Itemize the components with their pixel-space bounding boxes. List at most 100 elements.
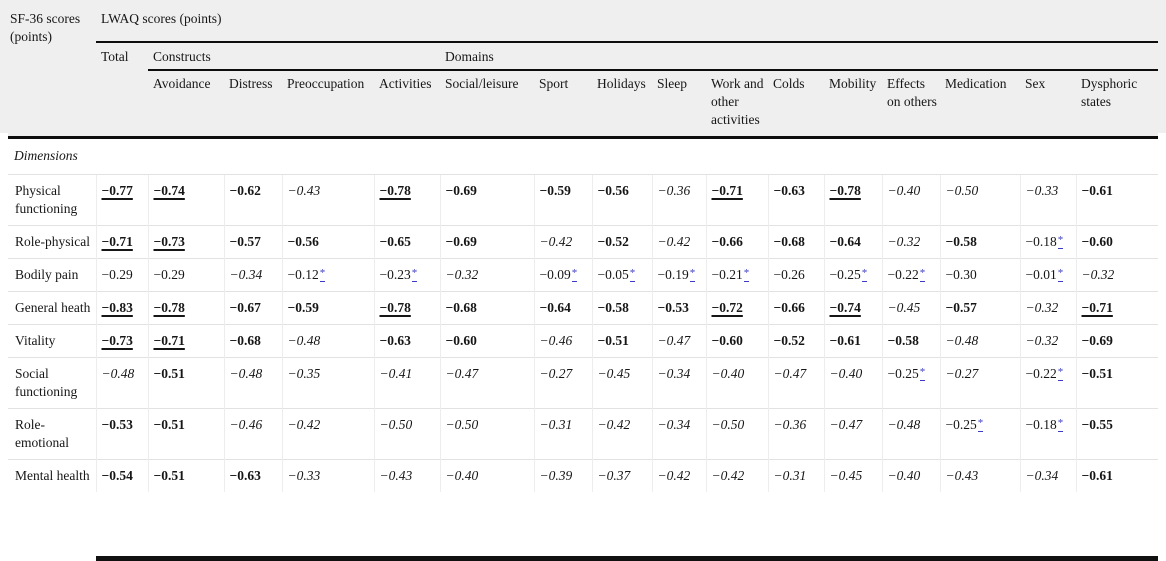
table-cell: −0.51	[147, 408, 224, 460]
column-header: Avoidance	[148, 70, 224, 139]
cell-value: −0.12	[287, 267, 319, 282]
table-cell: −0.51	[1075, 357, 1159, 409]
row-label: Social functioning	[8, 357, 96, 409]
table-cell: −0.32	[881, 225, 940, 259]
table-cell: −0.01*	[1019, 258, 1076, 292]
footnote-asterisk-link[interactable]: *	[1057, 267, 1064, 282]
table-cell: −0.34	[651, 408, 706, 460]
footnote-asterisk-link[interactable]: *	[919, 366, 926, 381]
cell-value: −0.50	[945, 183, 979, 198]
cell-value: −0.52	[773, 333, 805, 348]
table-cell: −0.60	[439, 324, 534, 358]
asterisk-icon: *	[743, 267, 750, 279]
table-cell: −0.34	[223, 258, 282, 292]
table-cell: −0.31	[533, 408, 592, 460]
footnote-asterisk-link[interactable]: *	[629, 267, 636, 282]
table-cell: −0.42	[591, 408, 652, 460]
table-cell: −0.29	[147, 258, 224, 292]
table-cell: −0.32	[1075, 258, 1159, 292]
cell-value: −0.71	[101, 234, 133, 249]
table-cell: −0.66	[767, 291, 824, 325]
footnote-asterisk-link[interactable]: *	[571, 267, 578, 282]
table-cell: −0.41	[373, 357, 440, 409]
cell-value: −0.50	[379, 417, 413, 432]
table-row: Social functioning −0.48 −0.51 −0.48 −0.35 −0…	[8, 357, 1159, 409]
footnote-asterisk-link[interactable]: *	[1057, 366, 1064, 381]
cell-value: −0.34	[229, 267, 263, 282]
cell-value: −0.46	[539, 333, 573, 348]
cell-value: −0.46	[229, 417, 263, 432]
cell-value: −0.29	[153, 267, 185, 282]
cell-value: −0.32	[1025, 333, 1059, 348]
cell-value: −0.60	[1081, 234, 1113, 249]
footnote-asterisk-link[interactable]: *	[689, 267, 696, 282]
cell-value: −0.30	[945, 267, 977, 282]
table-cell: −0.26	[767, 258, 824, 292]
cell-value: −0.25	[887, 366, 919, 381]
footnote-asterisk-link[interactable]: *	[861, 267, 868, 282]
cell-value: −0.51	[153, 468, 185, 483]
row-label: Mental health	[8, 459, 96, 492]
column-header: Preoccupation	[282, 70, 374, 139]
table-cell: −0.48	[223, 357, 282, 409]
table-cell: −0.40	[439, 459, 534, 492]
cell-value: −0.57	[945, 300, 977, 315]
cell-value: −0.42	[597, 417, 631, 432]
row-label: Role-emotional	[8, 408, 96, 460]
cell-value: −0.73	[101, 333, 133, 348]
column-header: Distress	[224, 70, 282, 139]
cell-value: −0.43	[287, 183, 321, 198]
table-cell: −0.42	[281, 408, 374, 460]
cell-value: −0.32	[1081, 267, 1115, 282]
table-cell: −0.56	[281, 225, 374, 259]
asterisk-icon: *	[1057, 417, 1064, 429]
row-label: Bodily pain	[8, 258, 96, 292]
table-cell: −0.53	[651, 291, 706, 325]
cell-value: −0.57	[229, 234, 261, 249]
cell-value: −0.59	[539, 183, 571, 198]
column-header: Work and other activities	[706, 70, 768, 139]
cell-value: −0.36	[657, 183, 691, 198]
table-cell: −0.61	[823, 324, 882, 358]
footnote-asterisk-link[interactable]: *	[977, 417, 984, 432]
table-cell: −0.34	[651, 357, 706, 409]
footnote-asterisk-link[interactable]: *	[319, 267, 326, 282]
footnote-asterisk-link[interactable]: *	[919, 267, 926, 282]
table-cell: −0.29	[95, 258, 148, 292]
table-cell: −0.12*	[281, 258, 374, 292]
table-cell: −0.63	[767, 174, 824, 226]
table-cell: −0.42	[533, 225, 592, 259]
table-row: Mental health −0.54 −0.51 −0.63 −0.33 −0.43 −0…	[8, 459, 1159, 492]
asterisk-icon: *	[919, 366, 926, 378]
table-cell: −0.66	[705, 225, 768, 259]
cell-value: −0.25	[829, 267, 861, 282]
table-cell: −0.18*	[1019, 408, 1076, 460]
footnote-asterisk-link[interactable]: *	[411, 267, 418, 282]
footnote-asterisk-link[interactable]: *	[743, 267, 750, 282]
column-header: Activities	[374, 70, 440, 139]
table-cell: −0.33	[281, 459, 374, 492]
table-cell: −0.48	[281, 324, 374, 358]
footnote-asterisk-link[interactable]: *	[1057, 417, 1064, 432]
cell-value: −0.47	[773, 366, 807, 381]
table-cell: −0.78	[373, 291, 440, 325]
table-cell: −0.35	[281, 357, 374, 409]
cell-value: −0.40	[887, 468, 921, 483]
table-cell: −0.40	[881, 174, 940, 226]
table-cell: −0.78	[373, 174, 440, 226]
table-cell: −0.69	[1075, 324, 1159, 358]
cell-value: −0.59	[287, 300, 319, 315]
cell-value: −0.63	[773, 183, 805, 198]
column-header: Effects on others	[882, 70, 940, 139]
table-cell: −0.69	[439, 174, 534, 226]
cell-value: −0.40	[829, 366, 863, 381]
table-cell: −0.37	[591, 459, 652, 492]
table-cell: −0.59	[281, 291, 374, 325]
cell-value: −0.32	[887, 234, 921, 249]
cell-value: −0.78	[379, 300, 411, 315]
cell-value: −0.40	[887, 183, 921, 198]
footnote-asterisk-link[interactable]: *	[1057, 234, 1064, 249]
cell-value: −0.72	[711, 300, 743, 315]
row-label: General heath	[8, 291, 96, 325]
cell-value: −0.64	[539, 300, 571, 315]
